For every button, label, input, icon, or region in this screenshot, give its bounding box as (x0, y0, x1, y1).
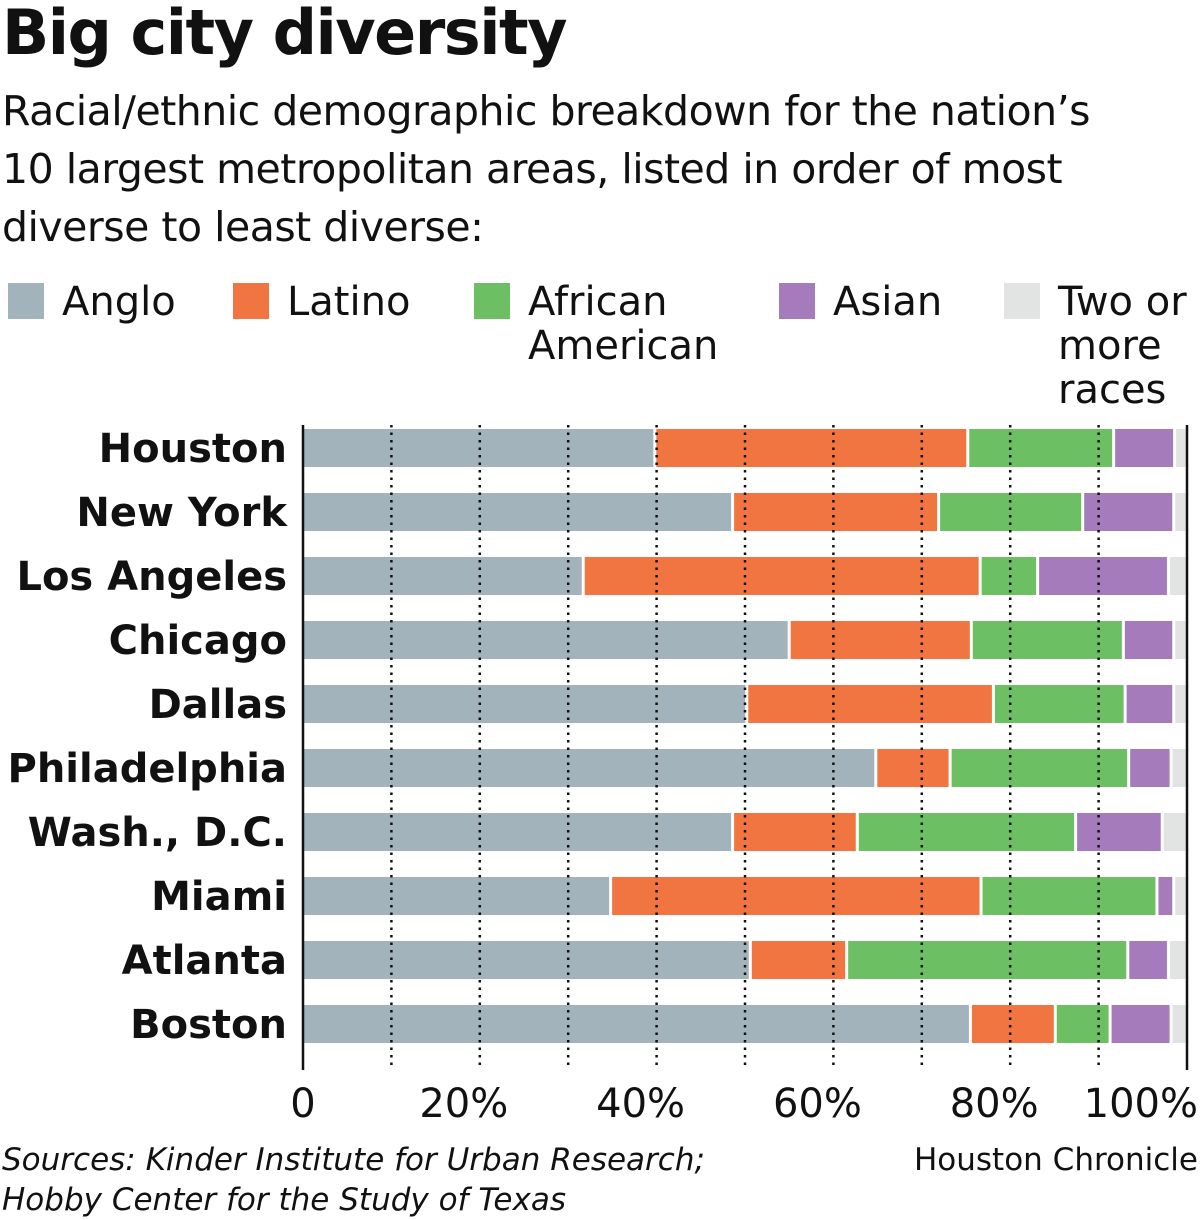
legend-label: Asian (833, 279, 943, 325)
x-tick-label: 0 (290, 1081, 315, 1127)
chart-subtitle: Racial/ethnic demographic breakdown for … (2, 87, 1090, 251)
legend-label: Latino (287, 279, 411, 325)
bar-segment-anglo (303, 557, 582, 595)
bar-segment-latino (656, 429, 967, 467)
bar-segment-two-or-more-races (1169, 941, 1186, 979)
x-tick-label: 80% (950, 1081, 1039, 1127)
legend-swatch (779, 283, 815, 319)
legend-swatch (474, 283, 510, 319)
bar-segment-anglo (303, 493, 732, 531)
bar-segment-african-american (981, 557, 1037, 595)
bar-segment-two-or-more-races (1172, 749, 1186, 787)
bar-segment-latino (734, 493, 938, 531)
category-label: Wash., D.C. (28, 810, 287, 856)
legend-item-two-or-more: Two or more races (1004, 280, 1200, 412)
bar-segment-anglo (303, 621, 788, 659)
bar-segment-african-american (994, 685, 1124, 723)
category-label: Boston (130, 1002, 287, 1048)
bar-segment-asian (1084, 493, 1173, 531)
bar-segment-latino (751, 941, 846, 979)
bar-segment-african-american (972, 621, 1122, 659)
bar-segment-african-american (858, 813, 1075, 851)
legend-item-latino: Latino (233, 280, 410, 324)
legend-swatch (8, 283, 44, 319)
legend-label: Anglo (62, 279, 176, 325)
bar-segment-asian (1124, 621, 1173, 659)
bar-segment-latino (790, 621, 970, 659)
bar-segment-african-american (982, 877, 1156, 915)
category-label: Houston (99, 426, 287, 472)
bar-segment-asian (1111, 1005, 1170, 1043)
bar-segment-latino (612, 877, 980, 915)
category-label: Chicago (109, 618, 287, 664)
bar-segment-two-or-more-races (1175, 685, 1186, 723)
bar-segment-two-or-more-races (1172, 1005, 1186, 1043)
bar-segment-asian (1130, 749, 1170, 787)
bar-segment-two-or-more-races (1175, 621, 1186, 659)
legend-item-african-american: African American (474, 280, 734, 368)
bar-segment-two-or-more-races (1175, 877, 1186, 915)
bar-segment-anglo (303, 429, 654, 467)
bar-segment-two-or-more-races (1163, 813, 1186, 851)
bar-segment-african-american (848, 941, 1127, 979)
bar-segment-latino (584, 557, 979, 595)
bar-segment-two-or-more-races (1176, 429, 1186, 467)
legend-item-asian: Asian (779, 280, 942, 324)
bar-segment-two-or-more-races (1175, 493, 1186, 531)
bar-segment-anglo (303, 1005, 969, 1043)
legend-swatch (1004, 283, 1040, 319)
legend-item-anglo: Anglo (8, 280, 176, 324)
bar-segment-african-american (940, 493, 1082, 531)
credit: Houston Chronicle (913, 1142, 1198, 1178)
bar-segment-african-american (1056, 1005, 1109, 1043)
bar-segment-latino (734, 813, 856, 851)
x-tick-label: 40% (596, 1081, 685, 1127)
bar-segment-asian (1115, 429, 1174, 467)
bar-segment-african-american (951, 749, 1128, 787)
bar-segment-latino (748, 685, 992, 723)
bar-segment-anglo (303, 813, 732, 851)
bar-segment-asian (1129, 941, 1167, 979)
category-label: New York (76, 490, 288, 536)
legend-label: Two or more races (1058, 279, 1187, 413)
category-label: Philadelphia (8, 746, 288, 792)
bar-segment-anglo (303, 877, 610, 915)
bar-segment-anglo (303, 941, 749, 979)
x-tick-label: 60% (773, 1081, 862, 1127)
chart-title: Big city diversity (2, 0, 568, 69)
category-label: Miami (151, 874, 287, 920)
bar-segment-latino (877, 749, 949, 787)
bar-segment-latino (971, 1005, 1054, 1043)
category-label: Dallas (149, 682, 287, 728)
category-label: Atlanta (122, 938, 287, 984)
bar-segment-asian (1158, 877, 1173, 915)
bar-segment-two-or-more-races (1169, 557, 1186, 595)
category-label: Los Angeles (16, 554, 287, 600)
legend-label: African American (528, 279, 719, 369)
bar-segment-anglo (303, 749, 875, 787)
x-tick-label: 20% (419, 1081, 508, 1127)
bar-segment-asian (1039, 557, 1167, 595)
stacked-bar-chart: Houston New York Los Angeles Chicago Dallas P… (8, 425, 1198, 1127)
x-tick-label: 100% (1084, 1081, 1198, 1127)
bar-segment-african-american (969, 429, 1113, 467)
bar-segment-asian (1077, 813, 1161, 851)
source-note: Sources: Kinder Institute for Urban Rese… (2, 1142, 705, 1218)
bar-segment-asian (1126, 685, 1173, 723)
bar-segment-anglo (303, 685, 746, 723)
legend-swatch (233, 283, 269, 319)
